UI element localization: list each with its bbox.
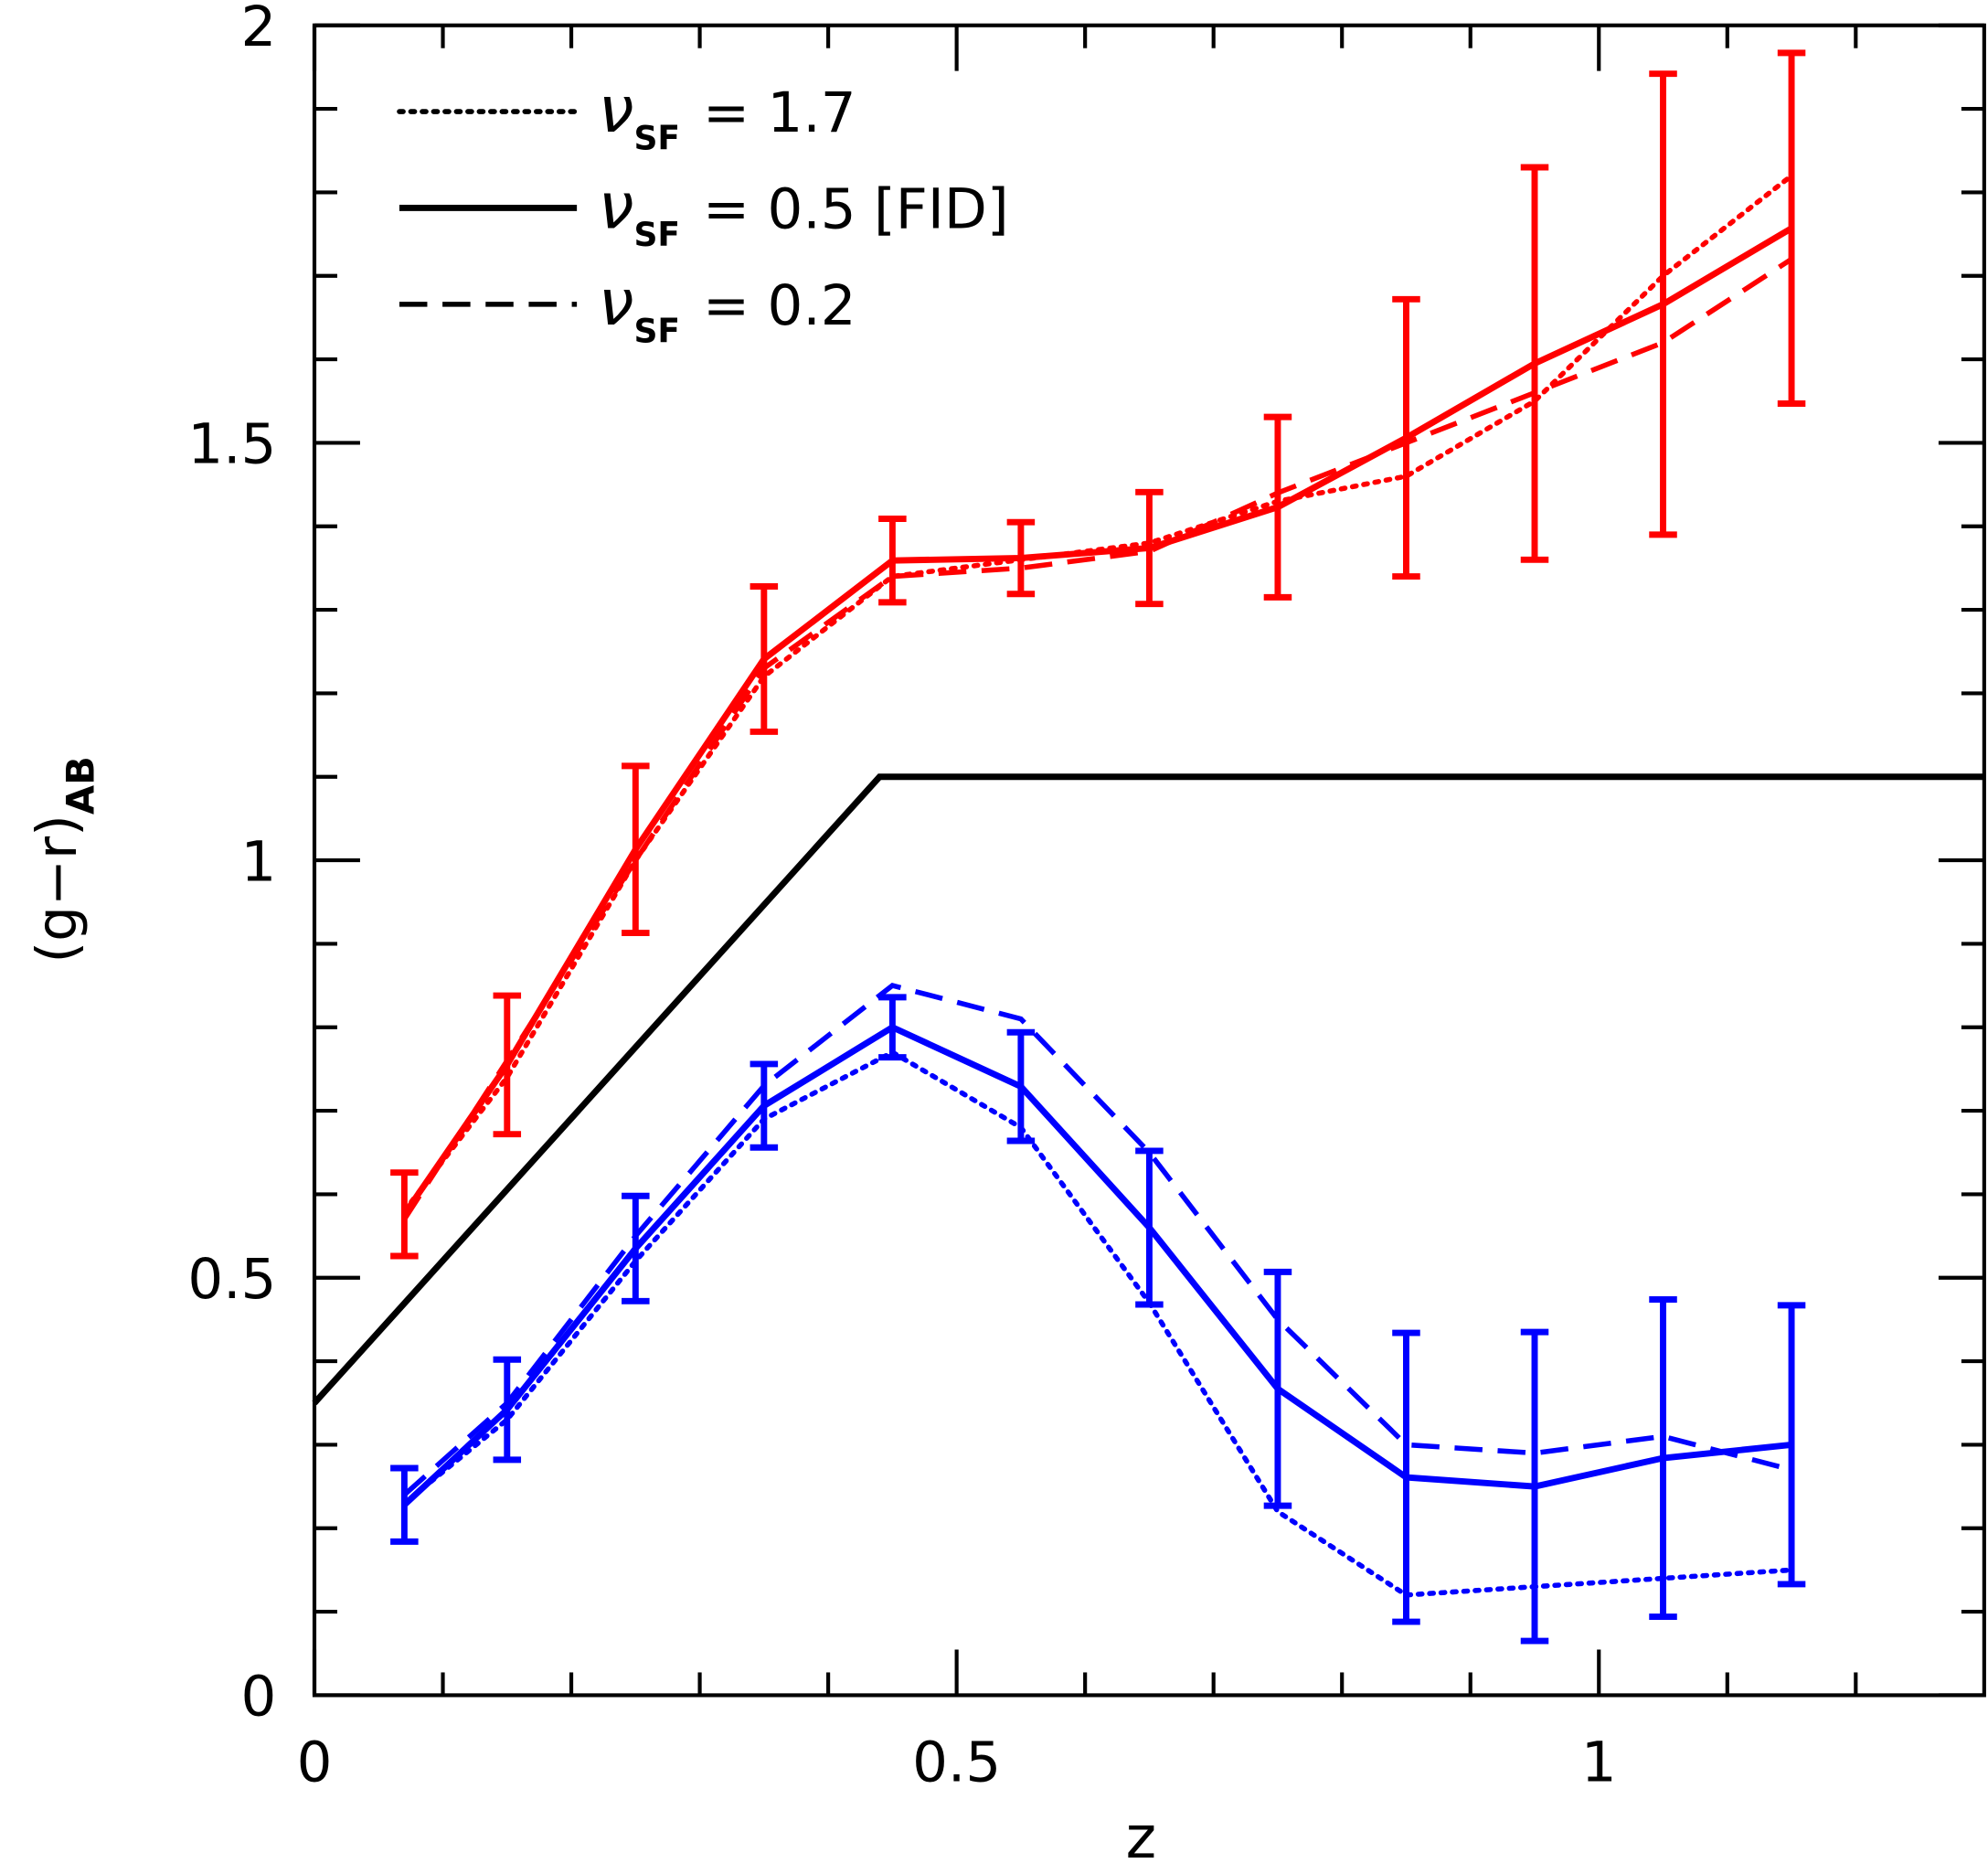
error-bar [749, 1060, 779, 1151]
x-tick-label: 1 [1581, 1730, 1617, 1795]
error-bar [1006, 518, 1036, 598]
series-line [402, 257, 1793, 1221]
x-axis-label: z [1126, 1805, 1157, 1872]
error-bar [493, 1356, 522, 1464]
error-bar [878, 516, 907, 606]
error-bar [1520, 1328, 1549, 1645]
error-bar [1649, 70, 1677, 538]
legend-label: νSF = 1.7 [599, 74, 856, 157]
x-tick-label: 0 [297, 1730, 333, 1795]
y-tick-label: 0 [241, 1665, 277, 1730]
y-tick-label: 2 [241, 0, 277, 59]
error-bar [1263, 413, 1292, 601]
legend-label: νSF = 0.2 [599, 267, 856, 350]
legend-text: = 1.7 [703, 80, 856, 145]
y-tick-label: 1 [241, 829, 277, 894]
error-bar [1777, 1302, 1806, 1588]
series-line [401, 225, 1793, 1217]
error-bar [878, 994, 907, 1061]
error-bar [390, 1169, 419, 1260]
error-bar [1649, 1296, 1677, 1621]
legend-label: νSF = 0.5 [FID] [599, 171, 1009, 254]
error-bar [1006, 1028, 1036, 1145]
error-bar [1777, 49, 1806, 407]
error-bar [1392, 295, 1420, 580]
y-axis-label: (g−r)AB [25, 756, 102, 963]
legend-subscript: SF [633, 216, 680, 254]
series-line [402, 983, 1792, 1497]
error-bar [390, 1464, 419, 1545]
legend-text: = 0.5 [FID] [703, 177, 1009, 242]
legend-subscript: SF [633, 120, 680, 158]
x-tick-label: 0.5 [912, 1730, 1001, 1795]
error-bar [1135, 488, 1164, 608]
y-tick-label: 1.5 [187, 412, 276, 477]
error-bar [622, 762, 650, 937]
legend-symbol: ν [599, 74, 634, 147]
error-bar [1135, 1147, 1164, 1308]
error-bar [622, 1192, 650, 1304]
legend-symbol: ν [599, 267, 634, 340]
y-axis-label-main: (g−r) [25, 815, 90, 964]
legend-subscript: SF [633, 312, 680, 350]
y-axis-label-sub: AB [58, 756, 103, 815]
error-bar [493, 992, 522, 1138]
error-bar [749, 583, 779, 735]
legend-symbol: ν [599, 171, 634, 244]
legend-text: = 0.2 [703, 273, 856, 338]
series-line [401, 1049, 1794, 1598]
series-line [402, 1023, 1792, 1507]
y-tick-label: 0.5 [187, 1247, 276, 1312]
plot-frame [312, 23, 1986, 1698]
series-line [312, 773, 1984, 1406]
error-bar [1392, 1329, 1420, 1625]
error-bar [1263, 1268, 1292, 1509]
error-bar [1520, 164, 1549, 563]
